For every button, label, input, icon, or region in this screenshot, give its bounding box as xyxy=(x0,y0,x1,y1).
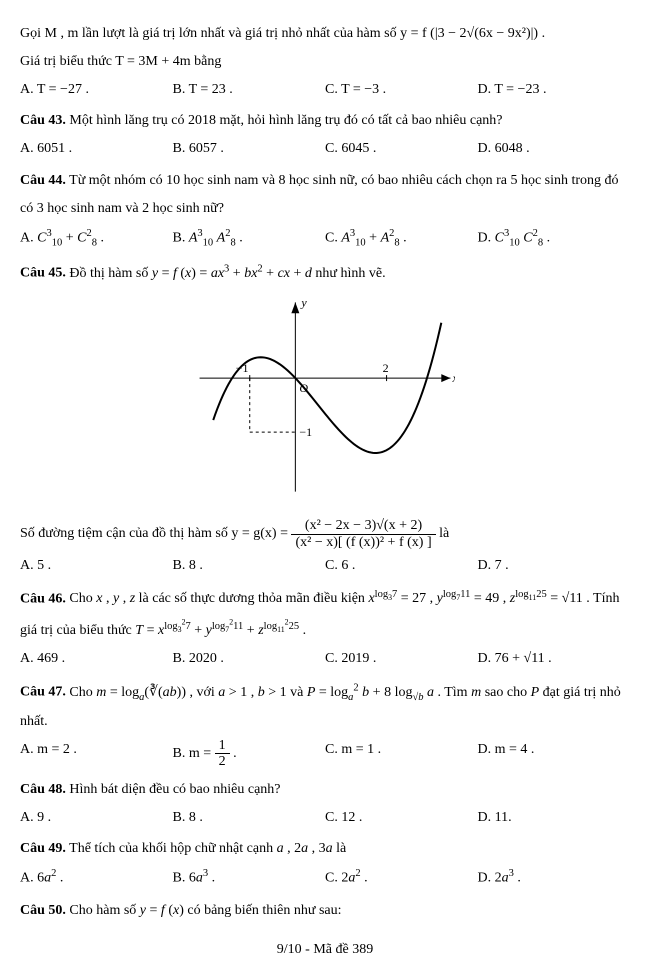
q43-B: B. 6057 . xyxy=(173,137,326,161)
q45b-pre: Số đường tiệm cận của đồ thị hàm số y = … xyxy=(20,526,291,541)
page-footer: 9/10 - Mã đề 389 xyxy=(20,938,630,962)
q45b-D: D. 7 . xyxy=(478,554,631,578)
q44-body1: Từ một nhóm có 10 học sinh nam và 8 học … xyxy=(69,173,618,188)
q46-C: C. 2019 . xyxy=(325,647,478,671)
q46-body1: Cho x , y , z là các số thực dương thỏa … xyxy=(69,591,619,606)
q47-B-d: 2 xyxy=(215,754,230,769)
q43-label: Câu 43. xyxy=(20,113,66,128)
q46-A: A. 469 . xyxy=(20,647,173,671)
q48-B: B. 8 . xyxy=(173,806,326,830)
q47-body1: Cho m = loga(∛(ab)) , với a > 1 , b > 1 … xyxy=(69,685,620,700)
q44-D: D. C310 C28 . xyxy=(478,225,631,252)
q47-B-n: 1 xyxy=(215,738,230,754)
q43-options: A. 6051 . B. 6057 . C. 6045 . D. 6048 . xyxy=(20,137,630,161)
q45-graph: xyO−12−1 xyxy=(20,297,630,506)
q45b-frac: (x² − 2x − 3)√(x + 2) (x² − x)[ (f (x))²… xyxy=(291,518,435,550)
q47-D: D. m = 4 . xyxy=(478,738,631,770)
q45-body: Đồ thị hàm số y = f (x) = ax3 + bx2 + cx… xyxy=(69,266,385,281)
svg-text:y: y xyxy=(300,297,307,309)
q47-line1: Câu 47. Cho m = loga(∛(ab)) , với a > 1 … xyxy=(20,679,630,706)
svg-text:x: x xyxy=(451,371,455,385)
q45-text: Câu 45. Đồ thị hàm số y = f (x) = ax3 + … xyxy=(20,260,630,285)
q44-line1: Câu 44. Từ một nhóm có 10 học sinh nam v… xyxy=(20,169,630,193)
q43-text: Câu 43. Một hình lăng trụ có 2018 mặt, h… xyxy=(20,109,630,133)
q47-B-post: . xyxy=(233,746,237,761)
q45-label: Câu 45. xyxy=(20,266,66,281)
q42-options: A. T = −27 . B. T = 23 . C. T = −3 . D. … xyxy=(20,78,630,102)
q49-text: Câu 49. Thể tích của khối hộp chữ nhật c… xyxy=(20,837,630,861)
q45b-B: B. 8 . xyxy=(173,554,326,578)
q42-A: A. T = −27 . xyxy=(20,78,173,102)
q44-A: A. C310 + C28 . xyxy=(20,225,173,252)
q43-A: A. 6051 . xyxy=(20,137,173,161)
q43-D: D. 6048 . xyxy=(478,137,631,161)
intro-text: Gọi M , m lần lượt là giá trị lớn nhất v… xyxy=(20,22,630,46)
q45b-frac-d: (x² − x)[ (f (x))² + f (x) ] xyxy=(291,535,435,550)
svg-text:2: 2 xyxy=(383,361,389,375)
q44-B: B. A310 A28 . xyxy=(173,225,326,252)
q47-C: C. m = 1 . xyxy=(325,738,478,770)
q49-body: Thể tích của khối hộp chữ nhật cạnh a , … xyxy=(69,841,346,856)
q50-body: Cho hàm số y = f (x) có bảng biến thiên … xyxy=(69,903,341,918)
q42-C: C. T = −3 . xyxy=(325,78,478,102)
q42-B: B. T = 23 . xyxy=(173,78,326,102)
q47-B: B. m = 1 2 . xyxy=(173,738,326,770)
q46-line1: Câu 46. Cho x , y , z là các số thực dươ… xyxy=(20,586,630,611)
q50-text: Câu 50. Cho hàm số y = f (x) có bảng biế… xyxy=(20,899,630,923)
q49-label: Câu 49. xyxy=(20,841,66,856)
q45b-frac-n: (x² − 2x − 3)√(x + 2) xyxy=(291,518,435,534)
q48-body: Hình bát diện đều có bao nhiêu cạnh? xyxy=(69,782,280,797)
q46-line2: giá trị của biểu thức T = xlog327 + ylog… xyxy=(20,615,630,643)
q46-options: A. 469 . B. 2020 . C. 2019 . D. 76 + √11… xyxy=(20,647,630,671)
q45b-post: là xyxy=(439,526,449,541)
q45b-options: A. 5 . B. 8 . C. 6 . D. 7 . xyxy=(20,554,630,578)
q44-options: A. C310 + C28 . B. A310 A28 . C. A310 + … xyxy=(20,225,630,252)
expr-T: Giá trị biểu thức T = 3M + 4m bằng xyxy=(20,50,630,74)
q44-line2: có 3 học sinh nam và 2 học sinh nữ? xyxy=(20,197,630,221)
q47-B-pre: B. m = xyxy=(173,746,215,761)
q45b-A: A. 5 . xyxy=(20,554,173,578)
q47-options: A. m = 2 . B. m = 1 2 . C. m = 1 . D. m … xyxy=(20,738,630,770)
q46-label: Câu 46. xyxy=(20,591,66,606)
q48-D: D. 11. xyxy=(478,806,631,830)
q48-A: A. 9 . xyxy=(20,806,173,830)
q50-label: Câu 50. xyxy=(20,903,66,918)
q44-label: Câu 44. xyxy=(20,173,66,188)
q47-label: Câu 47. xyxy=(20,685,66,700)
q48-text: Câu 48. Hình bát diện đều có bao nhiêu c… xyxy=(20,778,630,802)
q48-label: Câu 48. xyxy=(20,782,66,797)
q46-D: D. 76 + √11 . xyxy=(478,647,631,671)
q47-B-frac: 1 2 xyxy=(215,738,230,770)
q44-C: C. A310 + A28 . xyxy=(325,225,478,252)
q46-B: B. 2020 . xyxy=(173,647,326,671)
q42-D: D. T = −23 . xyxy=(478,78,631,102)
q47-A: A. m = 2 . xyxy=(20,738,173,770)
q43-C: C. 6045 . xyxy=(325,137,478,161)
svg-text:−1: −1 xyxy=(299,425,312,439)
q45b-text: Số đường tiệm cận của đồ thị hàm số y = … xyxy=(20,518,630,550)
q47-line2: nhất. xyxy=(20,710,630,734)
q48-options: A. 9 . B. 8 . C. 12 . D. 11. xyxy=(20,806,630,830)
q45b-C: C. 6 . xyxy=(325,554,478,578)
q43-body: Một hình lăng trụ có 2018 mặt, hỏi hình … xyxy=(69,113,502,128)
q48-C: C. 12 . xyxy=(325,806,478,830)
